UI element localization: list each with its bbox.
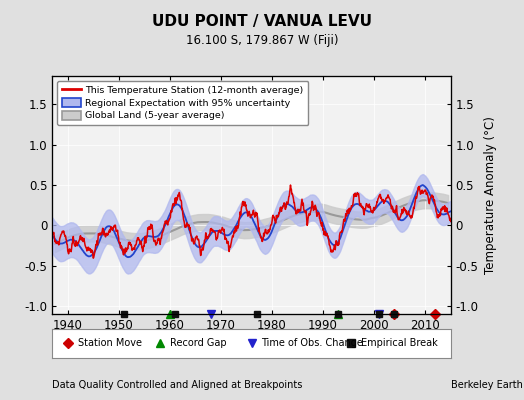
Legend: This Temperature Station (12-month average), Regional Expectation with 95% uncer: This Temperature Station (12-month avera… bbox=[57, 81, 309, 125]
Text: UDU POINT / VANUA LEVU: UDU POINT / VANUA LEVU bbox=[152, 14, 372, 29]
Text: 16.100 S, 179.867 W (Fiji): 16.100 S, 179.867 W (Fiji) bbox=[185, 34, 339, 47]
Text: Empirical Break: Empirical Break bbox=[361, 338, 438, 348]
Y-axis label: Temperature Anomaly (°C): Temperature Anomaly (°C) bbox=[484, 116, 497, 274]
Text: Time of Obs. Change: Time of Obs. Change bbox=[261, 338, 363, 348]
Text: Data Quality Controlled and Aligned at Breakpoints: Data Quality Controlled and Aligned at B… bbox=[52, 380, 303, 390]
Text: Berkeley Earth: Berkeley Earth bbox=[451, 380, 522, 390]
Text: Record Gap: Record Gap bbox=[170, 338, 226, 348]
Text: Station Move: Station Move bbox=[78, 338, 143, 348]
